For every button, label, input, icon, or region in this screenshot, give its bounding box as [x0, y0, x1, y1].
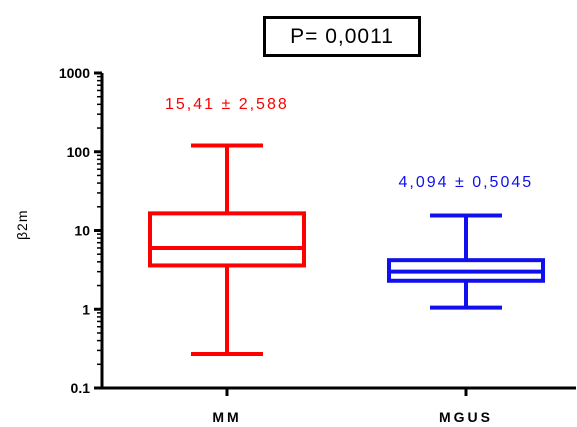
- y-tick-label: 0.1: [71, 380, 91, 396]
- mm-annotation: 15,41 ± 2,588: [165, 96, 289, 113]
- y-tick-label: 10: [74, 223, 90, 239]
- p-value-text: P= 0,0011: [290, 24, 394, 48]
- y-axis-label: β2m: [14, 209, 30, 240]
- mm-box: [148, 211, 306, 268]
- y-tick-label: 100: [67, 144, 91, 160]
- mgus-annotation: 4,094 ± 0,5045: [398, 174, 534, 191]
- y-tick-label: 1: [82, 301, 90, 317]
- p-value-box: P= 0,0011: [263, 16, 421, 57]
- y-tick-label: 1000: [59, 65, 90, 81]
- x-category-label: MM: [212, 409, 241, 425]
- x-category-label: MGUS: [439, 409, 493, 425]
